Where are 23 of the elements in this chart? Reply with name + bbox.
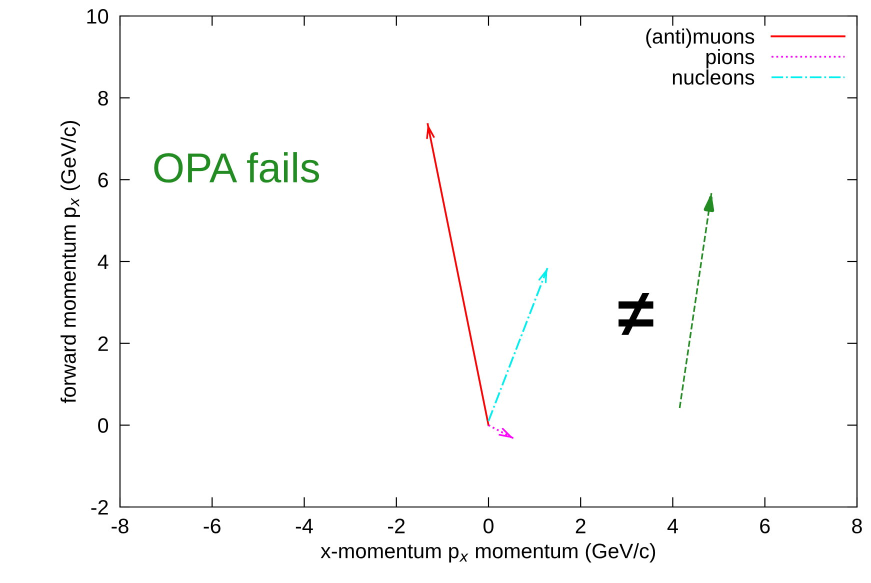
x-tick-label: 2 <box>576 518 586 534</box>
y-tick-label: 4 <box>98 254 108 270</box>
legend-label: pions <box>706 48 754 68</box>
legend-label: (anti)muons <box>646 28 754 48</box>
x-tick-label: -6 <box>204 518 220 534</box>
x-axis-title: x-momentum p$_{x}$ momentum (GeV/c) <box>320 543 656 563</box>
y-axis-title: forward momentum p$_{x}$ (GeV/c) <box>60 120 80 404</box>
x-tick-label: 4 <box>667 518 678 534</box>
x-tick-label: -2 <box>388 518 405 534</box>
x-tick-label: 0 <box>484 518 494 534</box>
annotation: OPA fails <box>154 152 320 183</box>
legend-label: nucleons <box>672 69 754 85</box>
x-tick-label: 8 <box>852 518 862 534</box>
annotation: ≠ <box>618 292 654 335</box>
y-tick-label: -2 <box>91 500 108 515</box>
x-tick-label: -4 <box>296 518 313 534</box>
x-tick-label: 6 <box>760 518 770 534</box>
y-tick-label: 10 <box>87 9 108 24</box>
y-tick-label: 8 <box>98 90 108 106</box>
y-tick-label: 6 <box>98 172 108 188</box>
x-tick-label: -8 <box>112 518 128 534</box>
y-tick-label: 2 <box>98 336 108 351</box>
y-tick-label: 0 <box>98 418 108 433</box>
